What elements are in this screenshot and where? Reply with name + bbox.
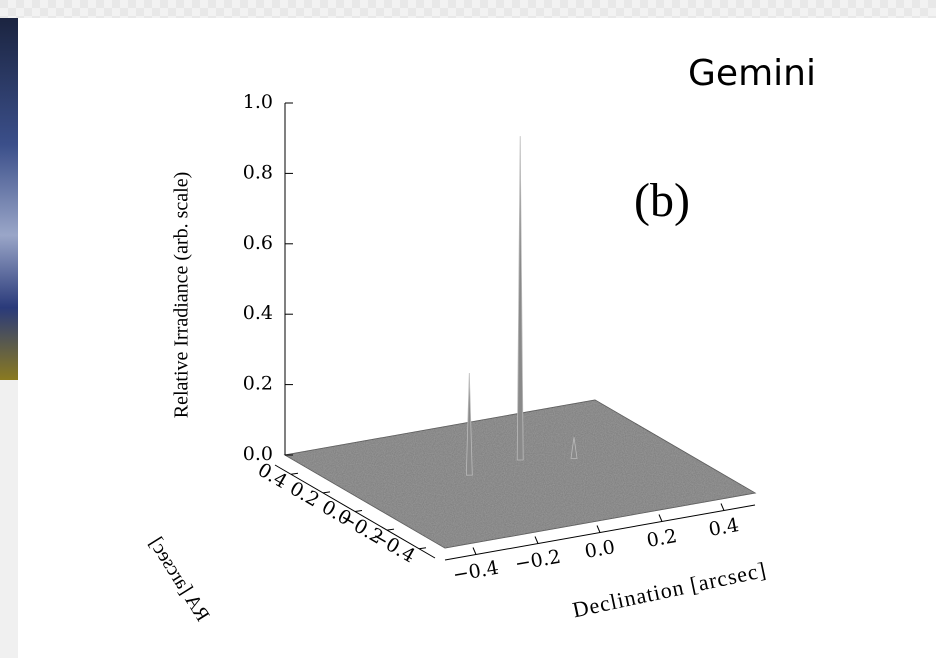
x-tick: [534, 536, 539, 544]
x-tick: [658, 514, 663, 522]
y-tick: [418, 547, 427, 550]
x-tick-label: −0.2: [513, 546, 562, 576]
z-axis-label: Relative Irradiance (arb. scale): [171, 172, 193, 419]
x-tick-label: 0.2: [645, 525, 679, 552]
y-tick: [386, 528, 395, 531]
peak: [516, 136, 524, 461]
y-tick: [290, 472, 299, 475]
x-tick-label: −0.4: [451, 557, 500, 587]
peak: [465, 373, 473, 476]
panel-label: (b): [634, 174, 690, 227]
x-tick-label: 0.4: [707, 514, 741, 541]
top-band: [0, 0, 936, 18]
x-tick: [472, 547, 477, 555]
y-tick: [322, 491, 331, 494]
z-tick-label: 0.2: [243, 373, 273, 395]
x-tick-label: 0.0: [583, 536, 617, 563]
z-tick-label: 0.4: [243, 302, 273, 324]
y-axis-label: RA [arcsec]: [145, 533, 214, 625]
z-tick-label: 0.6: [243, 232, 273, 254]
z-tick-label: 0.0: [243, 443, 273, 465]
surface-texture: [285, 400, 755, 548]
y-tick-label: −0.4: [368, 525, 419, 567]
peak: [570, 437, 578, 459]
y-tick-label: 0.2: [286, 477, 323, 511]
z-tick-label: 0.8: [243, 161, 273, 183]
x-axis-label: Declination [arcsec]: [570, 557, 769, 623]
x-tick: [720, 503, 725, 511]
y-tick: [354, 510, 363, 512]
plot: Gemini (b) Relative Irradiance (arb. sca…: [145, 53, 816, 625]
chart-title: Gemini: [688, 53, 816, 94]
photo-edge: [0, 18, 18, 380]
x-tick: [596, 525, 601, 533]
z-tick-label: 1.0: [243, 91, 273, 113]
